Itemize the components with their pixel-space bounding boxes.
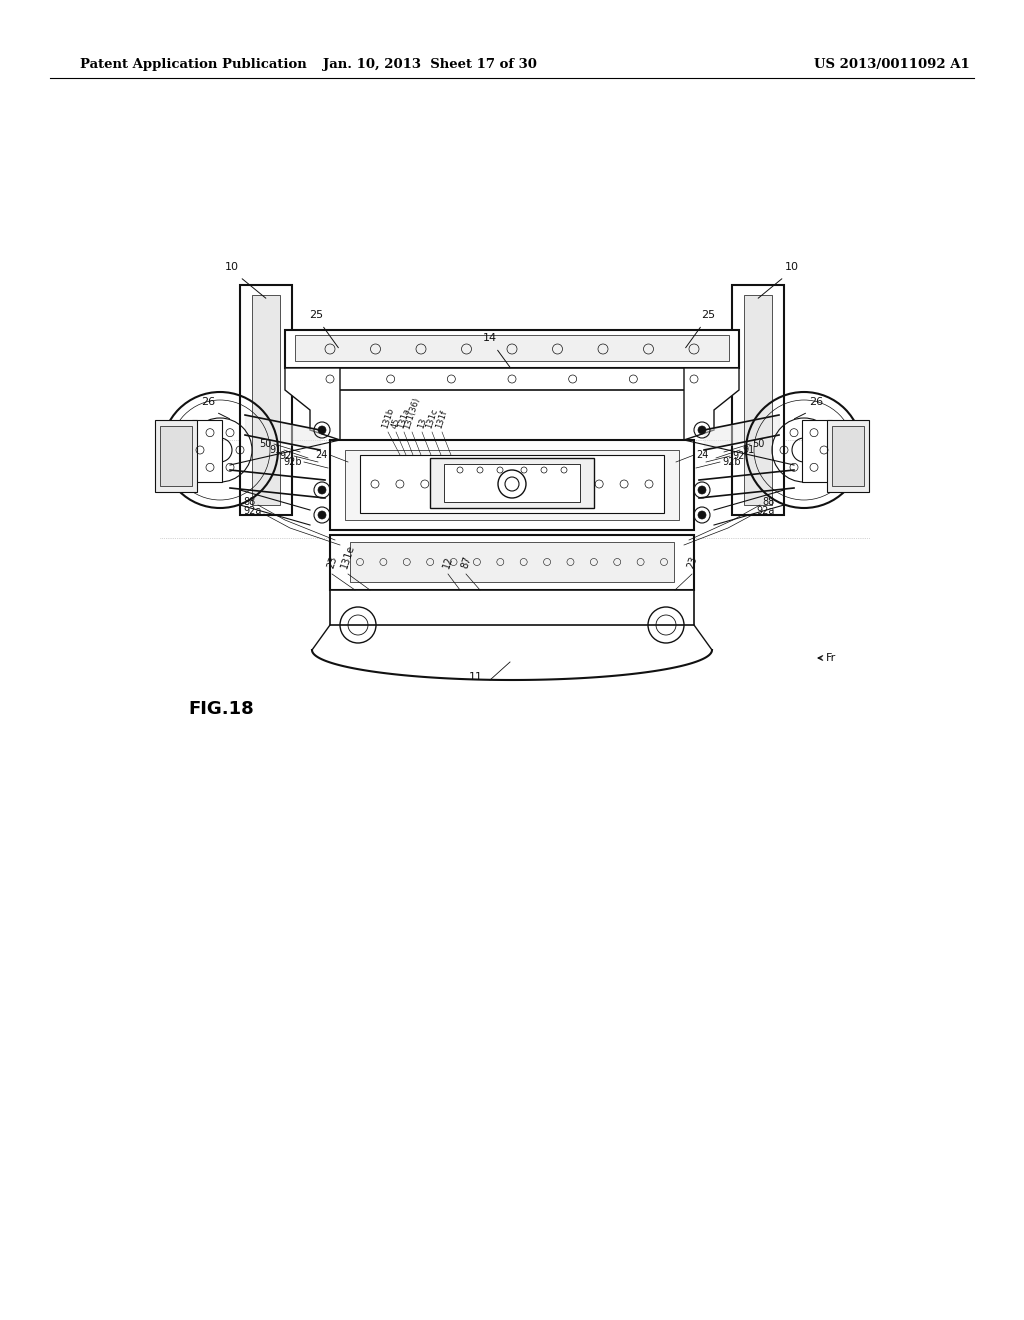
Text: 25: 25	[701, 310, 715, 319]
Bar	[155, 420, 197, 492]
Circle shape	[318, 511, 326, 519]
Text: 87: 87	[460, 556, 473, 570]
Bar	[732, 285, 784, 515]
Text: 23: 23	[685, 556, 698, 570]
Text: 88: 88	[244, 498, 256, 507]
Text: FIG.18: FIG.18	[188, 700, 254, 718]
Text: 92a: 92a	[244, 506, 262, 516]
Text: Jan. 10, 2013  Sheet 17 of 30: Jan. 10, 2013 Sheet 17 of 30	[323, 58, 537, 71]
Text: 12: 12	[441, 556, 455, 570]
Text: 23: 23	[326, 556, 339, 570]
Text: 14: 14	[483, 333, 497, 343]
Bar	[160, 426, 193, 486]
Text: 131f: 131f	[435, 409, 450, 430]
Text: 45: 45	[390, 417, 401, 430]
Text: 91: 91	[742, 445, 755, 455]
Text: 131a: 131a	[396, 408, 412, 430]
Text: 50: 50	[260, 440, 272, 449]
Text: 11: 11	[469, 672, 483, 682]
Text: 26: 26	[809, 397, 823, 407]
Text: 88: 88	[762, 498, 774, 507]
Bar	[831, 426, 864, 486]
Bar	[350, 543, 674, 582]
Bar	[330, 590, 694, 624]
Circle shape	[318, 426, 326, 434]
Bar	[360, 455, 664, 513]
Text: 92: 92	[732, 451, 744, 461]
Text: 13: 13	[416, 417, 428, 430]
Bar	[295, 368, 729, 389]
Bar	[345, 450, 679, 520]
Bar	[295, 335, 729, 360]
Text: 131e: 131e	[340, 544, 356, 570]
Text: US 2013/0011092 A1: US 2013/0011092 A1	[814, 58, 970, 71]
Text: 131b: 131b	[381, 407, 395, 430]
Text: 92a: 92a	[756, 506, 774, 516]
Text: 92: 92	[280, 451, 292, 461]
Bar	[193, 420, 222, 482]
Text: Patent Application Publication: Patent Application Publication	[80, 58, 307, 71]
Text: 10: 10	[785, 261, 799, 272]
Text: 131(36): 131(36)	[402, 396, 422, 430]
Text: 92b: 92b	[722, 457, 740, 467]
Bar	[285, 330, 739, 368]
Bar	[744, 294, 772, 506]
Text: 10: 10	[225, 261, 239, 272]
Bar	[430, 458, 594, 508]
Text: 25: 25	[309, 310, 323, 319]
Bar	[330, 440, 694, 531]
Bar	[444, 465, 580, 502]
Circle shape	[318, 486, 326, 494]
Text: 24: 24	[315, 450, 328, 459]
Bar	[802, 420, 831, 482]
Bar	[240, 285, 292, 515]
Text: 91: 91	[269, 445, 282, 455]
Bar	[252, 294, 280, 506]
Circle shape	[698, 426, 706, 434]
Text: Fr: Fr	[826, 653, 837, 663]
Bar	[330, 535, 694, 590]
Text: 131c: 131c	[425, 408, 439, 430]
Text: 92b: 92b	[284, 457, 302, 467]
Bar	[827, 420, 869, 492]
Circle shape	[698, 486, 706, 494]
Polygon shape	[684, 368, 739, 440]
Circle shape	[698, 511, 706, 519]
Text: 24: 24	[696, 450, 709, 459]
Text: 50: 50	[752, 440, 764, 449]
Polygon shape	[285, 368, 340, 440]
Text: 26: 26	[201, 397, 215, 407]
